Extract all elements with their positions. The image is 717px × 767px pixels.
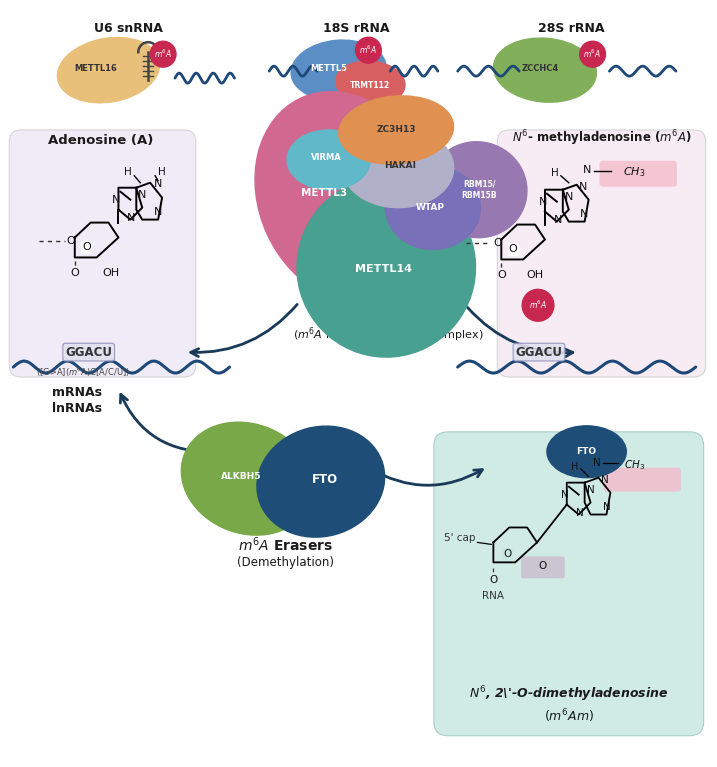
Text: H: H: [551, 168, 559, 178]
Ellipse shape: [181, 422, 313, 535]
Text: WTAP: WTAP: [415, 203, 445, 212]
Ellipse shape: [385, 166, 480, 249]
Text: N: N: [579, 209, 588, 219]
Text: N: N: [154, 179, 162, 189]
Text: O: O: [489, 575, 498, 585]
Ellipse shape: [297, 178, 475, 357]
Text: N: N: [127, 212, 136, 222]
Text: U6 snRNA: U6 snRNA: [94, 21, 163, 35]
Text: $m^6A$: $m^6A$: [154, 48, 172, 61]
Text: $\mathbf{m^6A}$ writers: $\mathbf{m^6A}$ writers: [336, 308, 440, 327]
Text: N: N: [561, 489, 569, 499]
Text: RNA: RNA: [483, 591, 504, 601]
Ellipse shape: [255, 91, 438, 304]
Text: OH: OH: [102, 268, 119, 278]
Ellipse shape: [343, 128, 454, 208]
FancyBboxPatch shape: [9, 130, 196, 377]
Text: 5' cap: 5' cap: [444, 533, 475, 544]
Text: ([G>A]($m^6$A)C[A/C/U]): ([G>A]($m^6$A)C[A/C/U]): [36, 365, 130, 379]
Text: $CH_3$: $CH_3$: [624, 458, 645, 472]
Text: N: N: [554, 215, 562, 225]
Text: ALKBH5: ALKBH5: [221, 472, 262, 481]
Text: O: O: [493, 238, 502, 248]
FancyBboxPatch shape: [599, 161, 677, 186]
Text: $CH_3$: $CH_3$: [623, 165, 645, 179]
Text: VIRMA: VIRMA: [311, 153, 342, 163]
Text: N: N: [113, 195, 120, 205]
Text: Adenosine (A): Adenosine (A): [48, 134, 153, 147]
Text: FTO: FTO: [576, 447, 597, 456]
Text: TRMT112: TRMT112: [351, 81, 391, 90]
Text: N: N: [587, 485, 594, 495]
Ellipse shape: [336, 61, 405, 105]
Ellipse shape: [493, 38, 597, 102]
Text: $N^6$- methyladenosine ($m^6A$): $N^6$- methyladenosine ($m^6A$): [512, 128, 691, 148]
Text: METTL3: METTL3: [300, 188, 347, 198]
Text: $m^6A$: $m^6A$: [359, 44, 377, 57]
Text: mRNAs: mRNAs: [52, 387, 102, 400]
Text: METTL5: METTL5: [310, 64, 347, 73]
Text: N: N: [593, 458, 600, 468]
FancyBboxPatch shape: [521, 556, 565, 578]
Text: N: N: [576, 508, 584, 518]
Text: METTL16: METTL16: [74, 64, 117, 73]
Text: ZC3H13: ZC3H13: [376, 126, 416, 134]
Text: N: N: [538, 196, 547, 206]
Text: RBM15/
RBM15B: RBM15/ RBM15B: [462, 179, 497, 200]
Ellipse shape: [291, 40, 386, 100]
Text: GGACU: GGACU: [516, 346, 563, 359]
Text: N: N: [601, 475, 608, 485]
FancyBboxPatch shape: [498, 130, 706, 377]
Text: METTL14: METTL14: [355, 265, 412, 275]
Text: O: O: [497, 271, 505, 281]
Circle shape: [356, 38, 381, 63]
Text: $m^6A$: $m^6A$: [529, 299, 547, 311]
Text: O: O: [503, 549, 511, 559]
Ellipse shape: [287, 130, 371, 189]
Text: H: H: [125, 166, 132, 176]
Text: FTO: FTO: [312, 473, 338, 486]
Text: N: N: [602, 502, 610, 512]
Text: ($m^6Am$): ($m^6Am$): [543, 707, 594, 725]
Text: OH: OH: [526, 271, 543, 281]
Text: $m^6A$ Erasers: $m^6A$ Erasers: [237, 535, 333, 554]
Ellipse shape: [257, 426, 384, 537]
Ellipse shape: [338, 96, 454, 164]
Circle shape: [579, 41, 605, 67]
Text: N: N: [138, 189, 146, 199]
Text: N: N: [154, 206, 162, 216]
Text: 28S rRNA: 28S rRNA: [538, 21, 605, 35]
Text: (Demethylation): (Demethylation): [237, 556, 333, 569]
Text: H: H: [571, 462, 579, 472]
Circle shape: [150, 41, 176, 67]
Text: O: O: [509, 245, 518, 255]
Text: O: O: [82, 242, 91, 252]
Circle shape: [522, 289, 554, 321]
Text: $m^6A$: $m^6A$: [584, 48, 602, 61]
Text: N: N: [564, 192, 573, 202]
Text: 18S rRNA: 18S rRNA: [323, 21, 390, 35]
Text: ($m^6A$ methyltransferase complex): ($m^6A$ methyltransferase complex): [293, 326, 483, 344]
Text: GGACU: GGACU: [65, 346, 112, 359]
FancyBboxPatch shape: [604, 468, 681, 492]
Ellipse shape: [57, 38, 160, 103]
Ellipse shape: [428, 142, 527, 238]
Text: O: O: [67, 235, 75, 245]
Text: HAKAI: HAKAI: [384, 161, 416, 170]
Text: O: O: [70, 268, 79, 278]
Text: ZCCHC4: ZCCHC4: [521, 64, 559, 73]
Text: N: N: [582, 165, 591, 175]
Text: N: N: [579, 182, 587, 192]
Text: $N^6$, 2\'-O-dimethyladenosine: $N^6$, 2\'-O-dimethyladenosine: [469, 684, 668, 703]
FancyBboxPatch shape: [434, 432, 703, 736]
Ellipse shape: [547, 426, 626, 478]
Text: lnRNAs: lnRNAs: [52, 403, 102, 416]
Text: O: O: [539, 561, 547, 571]
Text: H: H: [158, 166, 166, 176]
